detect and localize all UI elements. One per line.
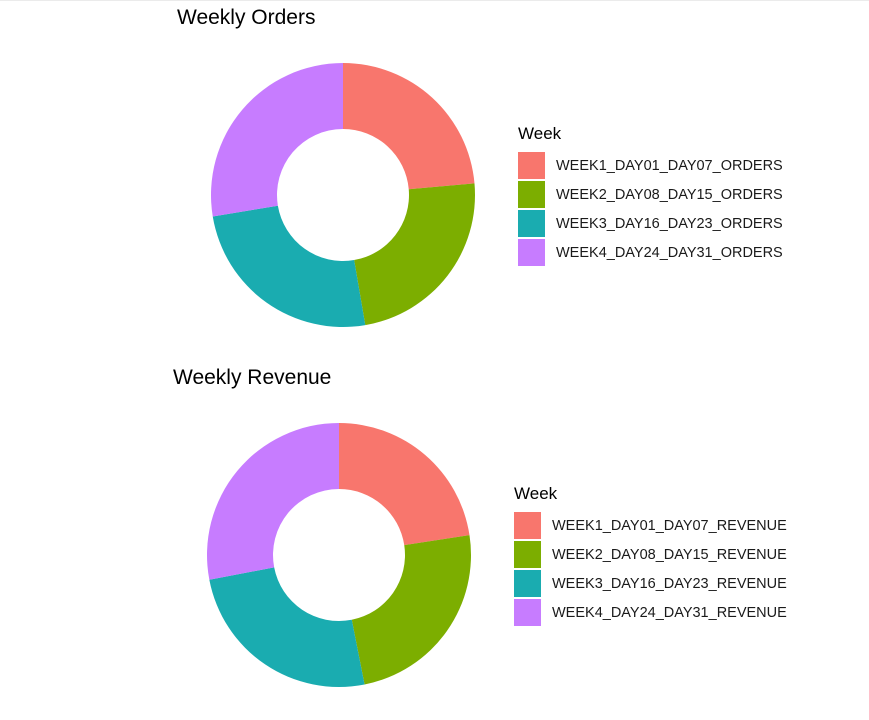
donut-slice <box>211 63 343 217</box>
legend-item: WEEK3_DAY16_DAY23_REVENUE <box>514 569 787 598</box>
donut-slice <box>209 567 365 687</box>
legend-item: WEEK1_DAY01_DAY07_REVENUE <box>514 511 787 540</box>
legend-label: WEEK2_DAY08_DAY15_ORDERS <box>556 186 783 203</box>
chart-title: Weekly Revenue <box>173 366 332 389</box>
legend-label: WEEK3_DAY16_DAY23_REVENUE <box>552 575 787 592</box>
donut-slice <box>212 205 366 327</box>
revenue-chart-panel: Weekly Revenue Week WEEK1_DAY01_DAY07_RE… <box>0 360 869 720</box>
legend-label: WEEK2_DAY08_DAY15_REVENUE <box>552 546 787 563</box>
donut-slice <box>343 63 475 190</box>
donut-slice <box>351 535 471 685</box>
legend-swatch <box>518 210 545 237</box>
legend-swatch <box>518 181 545 208</box>
top-border <box>0 0 869 1</box>
legend-label: WEEK3_DAY16_DAY23_ORDERS <box>556 215 783 232</box>
legend-swatch <box>514 512 541 539</box>
chart-title: Weekly Orders <box>177 6 316 29</box>
legend-item: WEEK3_DAY16_DAY23_ORDERS <box>518 209 783 238</box>
donut-slice <box>339 423 470 546</box>
chart-legend: Week WEEK1_DAY01_DAY07_REVENUE WEEK2_DAY… <box>514 484 787 627</box>
legend-swatch <box>514 599 541 626</box>
legend-item: WEEK4_DAY24_DAY31_ORDERS <box>518 238 783 267</box>
legend-label: WEEK4_DAY24_DAY31_REVENUE <box>552 604 787 621</box>
legend-item: WEEK2_DAY08_DAY15_ORDERS <box>518 180 783 209</box>
legend-item: WEEK1_DAY01_DAY07_ORDERS <box>518 151 783 180</box>
legend-swatch <box>518 239 545 266</box>
chart-legend: Week WEEK1_DAY01_DAY07_ORDERS WEEK2_DAY0… <box>518 124 783 267</box>
legend-swatch <box>518 152 545 179</box>
legend-title: Week <box>514 484 558 503</box>
legend-label: WEEK4_DAY24_DAY31_ORDERS <box>556 244 783 261</box>
legend-label: WEEK1_DAY01_DAY07_ORDERS <box>556 157 783 174</box>
legend-title: Week <box>518 124 562 143</box>
legend-label: WEEK1_DAY01_DAY07_REVENUE <box>552 517 787 534</box>
donut-slice <box>207 423 339 580</box>
legend-item: WEEK2_DAY08_DAY15_REVENUE <box>514 540 787 569</box>
legend-swatch <box>514 541 541 568</box>
donut-slice <box>354 183 475 326</box>
revenue-donut-chart <box>207 423 471 687</box>
orders-donut-chart <box>211 63 475 327</box>
orders-chart-panel: Weekly Orders Week WEEK1_DAY01_DAY07_ORD… <box>177 6 783 327</box>
legend-item: WEEK4_DAY24_DAY31_REVENUE <box>514 598 787 627</box>
legend-swatch <box>514 570 541 597</box>
